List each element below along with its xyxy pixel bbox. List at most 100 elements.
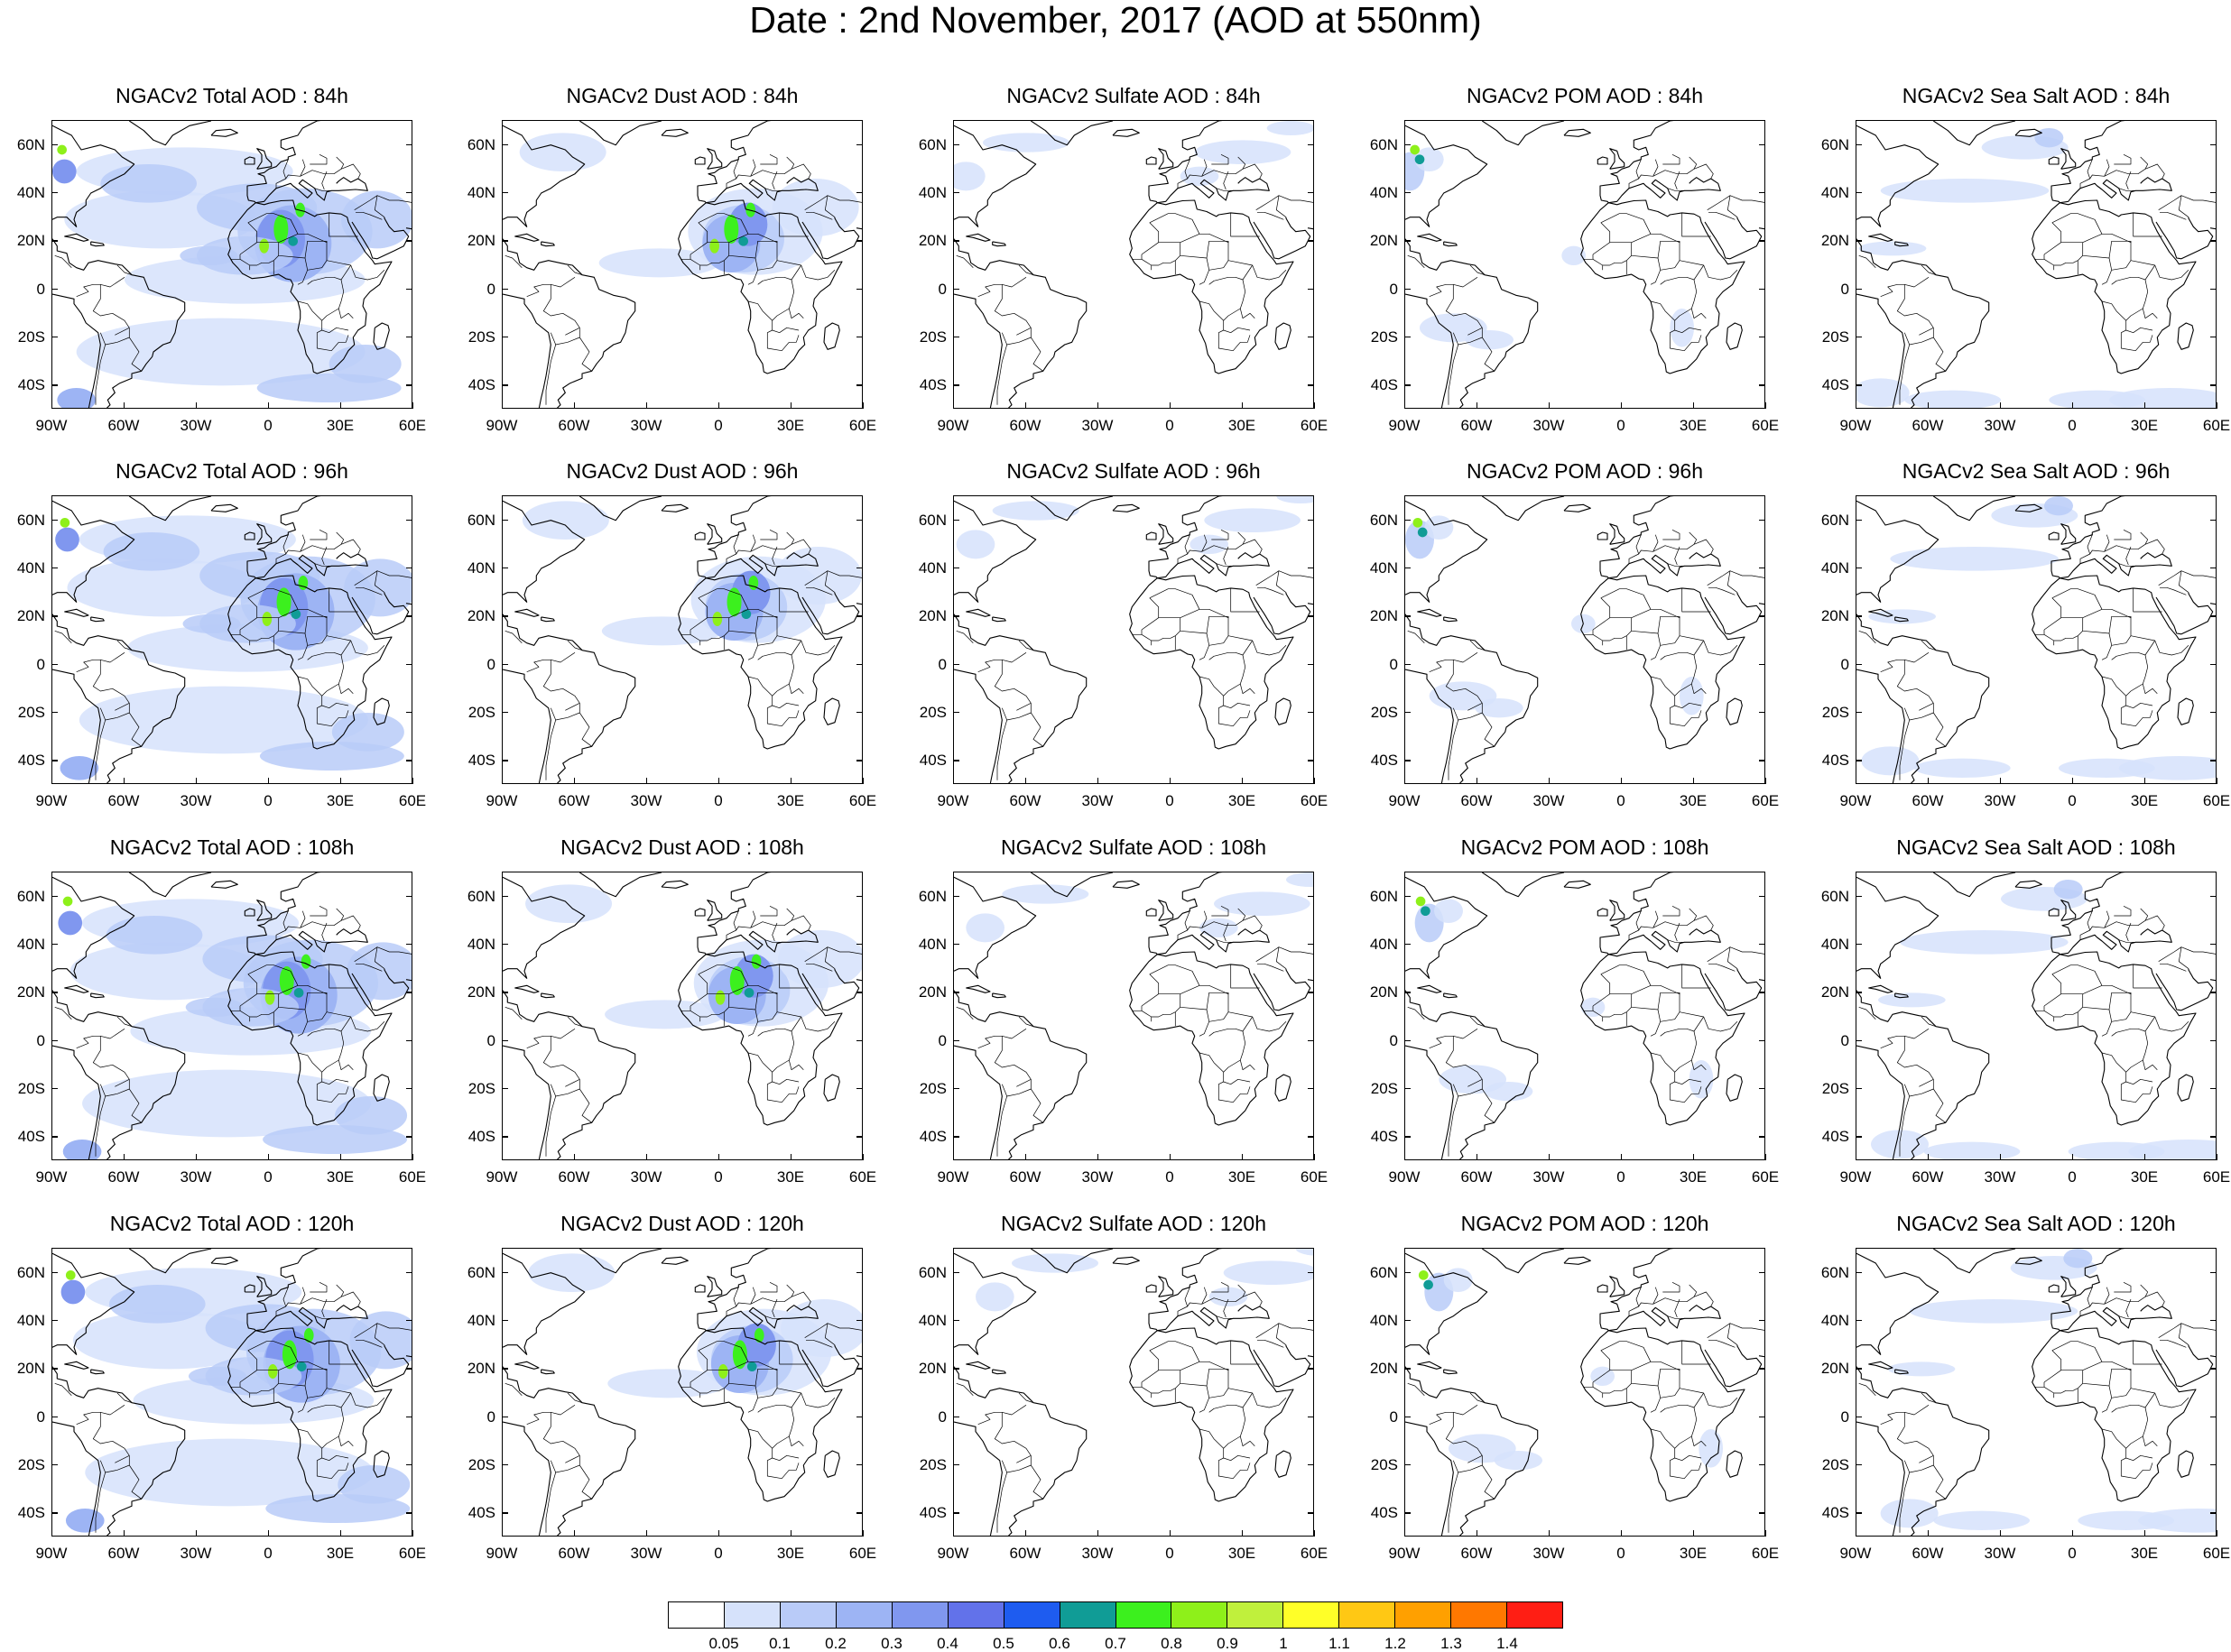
coastline: [954, 990, 1088, 1159]
aod-field-patch: [1900, 930, 2069, 955]
country-border: [1031, 1464, 1043, 1500]
country-border: [772, 308, 800, 334]
coastline: [1609, 900, 1625, 921]
country-border: [230, 1006, 241, 1011]
coastline: [2050, 872, 2172, 955]
country-border: [804, 946, 836, 969]
x-tick-label: 60W: [1460, 1168, 1493, 1186]
aod-field-patch: [329, 345, 402, 383]
country-border: [54, 1006, 72, 1020]
country-border: [314, 188, 332, 191]
aod-field-patch: [65, 1509, 105, 1533]
y-tick: [51, 143, 58, 146]
aod-field-patch: [1880, 1499, 1939, 1528]
x-tick-label: 30W: [1532, 417, 1565, 434]
aod-field-patch: [2063, 1249, 2093, 1269]
country-border: [1031, 1088, 1043, 1123]
country-border: [690, 233, 749, 255]
y-tick: [1856, 895, 1862, 898]
country-border: [754, 615, 777, 634]
map-frame: [51, 872, 412, 1160]
country-border: [1445, 1405, 1483, 1473]
y-tick: [1308, 760, 1314, 761]
country-border: [1239, 654, 1255, 695]
country-border: [1467, 1078, 1483, 1087]
country-border: [1708, 586, 1736, 595]
coastline: [697, 872, 819, 955]
aod-field-patch: [1421, 906, 1430, 916]
y-tick-label: 20S: [467, 1456, 495, 1473]
y-tick: [51, 615, 58, 617]
y-tick: [1308, 1136, 1314, 1138]
coastline: [2209, 1355, 2216, 1358]
x-tick: [196, 1154, 198, 1160]
coastline: [1112, 1256, 1140, 1265]
map-frame: [502, 872, 863, 1160]
x-tick: [1693, 402, 1695, 409]
country-border: [1230, 587, 1260, 613]
x-tick: [1097, 1530, 1099, 1537]
country-border: [1662, 153, 1680, 165]
country-border: [1919, 1078, 1934, 1087]
coastline: [1148, 872, 1270, 955]
country-border: [2043, 259, 2055, 271]
aod-field-patch: [1204, 508, 1301, 532]
aod-field-patch: [774, 547, 862, 605]
map-frame: [953, 872, 1314, 1160]
x-tick: [1097, 778, 1099, 784]
x-tick: [574, 778, 576, 784]
aod-field-patch: [601, 616, 723, 646]
country-border: [690, 1387, 701, 1398]
country-border: [505, 1006, 523, 1020]
country-border: [1921, 1392, 1937, 1404]
y-tick: [1404, 519, 1411, 521]
colorbar-swatch: [780, 1602, 837, 1628]
x-tick-label: 90W: [486, 792, 518, 809]
coastline: [1856, 876, 1939, 979]
aod-field-patch: [746, 1361, 757, 1371]
country-border: [1199, 1052, 1224, 1073]
y-tick: [856, 192, 863, 194]
y-tick: [953, 1271, 959, 1274]
coastline: [1894, 616, 1909, 623]
y-tick-label: 40N: [16, 936, 45, 953]
colorbar-label: 1.1: [1328, 1635, 1350, 1652]
aod-field-patch: [732, 1340, 747, 1370]
y-tick: [953, 1368, 959, 1370]
coastline: [1443, 241, 1458, 247]
country-border: [977, 1411, 1003, 1426]
country-border: [1681, 964, 1711, 989]
country-border: [1151, 1388, 1176, 1394]
country-border: [376, 1323, 412, 1331]
aod-field-patch: [724, 215, 739, 244]
y-tick: [51, 712, 58, 714]
country-border: [1141, 1011, 1153, 1022]
country-border: [690, 608, 749, 631]
coastline: [514, 233, 540, 242]
coastline: [1932, 1249, 2016, 1274]
country-border: [310, 153, 328, 165]
y-tick-label: 20S: [1821, 328, 1849, 346]
coastline: [1563, 128, 1591, 137]
country-border: [1174, 1383, 1180, 1403]
aod-field-patch: [1434, 899, 1463, 923]
colorbar-label: 0.1: [769, 1635, 791, 1652]
coastline: [1405, 500, 1488, 603]
aod-field-patch: [1699, 1429, 1723, 1468]
country-border: [1729, 570, 1764, 578]
coastline: [1030, 496, 1114, 521]
country-border: [76, 1035, 101, 1049]
x-tick: [863, 1530, 865, 1537]
colorbar-swatch: [1395, 1602, 1452, 1628]
country-border: [297, 992, 328, 1037]
map-frame: [953, 495, 1314, 784]
country-border: [1469, 1016, 1486, 1028]
country-border: [326, 1388, 385, 1408]
country-border: [1933, 1088, 1946, 1123]
coastline: [1599, 872, 1721, 955]
country-border: [760, 1281, 778, 1293]
country-border: [356, 963, 383, 972]
coastline: [966, 608, 991, 617]
aod-field-patch: [331, 713, 404, 752]
country-border: [1239, 1407, 1255, 1447]
